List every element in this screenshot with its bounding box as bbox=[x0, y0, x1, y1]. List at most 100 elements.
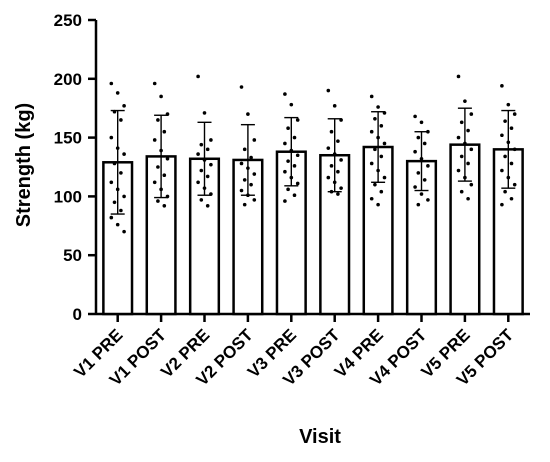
data-point bbox=[413, 114, 417, 119]
data-point bbox=[283, 141, 287, 146]
data-point bbox=[339, 158, 343, 162]
data-point bbox=[369, 161, 374, 166]
data-point bbox=[376, 105, 380, 109]
data-point bbox=[152, 138, 157, 142]
error-bars-layer bbox=[110, 107, 516, 215]
data-point bbox=[426, 198, 430, 202]
data-point bbox=[199, 198, 204, 202]
data-point bbox=[115, 187, 120, 192]
data-point bbox=[109, 81, 114, 86]
data-point bbox=[209, 138, 213, 142]
data-point bbox=[165, 112, 170, 116]
data-point bbox=[509, 196, 514, 201]
data-point bbox=[376, 168, 380, 173]
data-point bbox=[326, 175, 331, 180]
data-point bbox=[506, 175, 511, 180]
data-point bbox=[469, 147, 474, 152]
data-point bbox=[205, 204, 210, 208]
data-point bbox=[456, 168, 461, 173]
data-point bbox=[369, 129, 374, 134]
data-point bbox=[426, 129, 430, 134]
data-point bbox=[506, 102, 511, 107]
data-point bbox=[156, 165, 160, 169]
data-point bbox=[292, 193, 297, 198]
data-point bbox=[209, 192, 213, 196]
data-point bbox=[416, 135, 421, 140]
data-point bbox=[159, 148, 163, 153]
data-point bbox=[109, 215, 114, 220]
data-point bbox=[292, 164, 297, 168]
data-point bbox=[336, 192, 340, 196]
data-point bbox=[459, 120, 464, 125]
data-point bbox=[122, 104, 126, 108]
data-point bbox=[339, 118, 343, 122]
data-point bbox=[463, 141, 467, 146]
data-point bbox=[242, 178, 247, 182]
data-point bbox=[205, 147, 210, 152]
data-point bbox=[202, 186, 207, 190]
data-point bbox=[376, 135, 380, 140]
data-point bbox=[156, 199, 160, 203]
data-point bbox=[252, 198, 257, 202]
data-point bbox=[202, 158, 207, 162]
data-point bbox=[295, 153, 300, 158]
data-point bbox=[159, 187, 163, 192]
data-point bbox=[459, 189, 464, 194]
data-point bbox=[379, 154, 384, 159]
data-point bbox=[379, 189, 384, 194]
data-point bbox=[162, 173, 167, 178]
data-point bbox=[196, 180, 200, 185]
data-point bbox=[503, 189, 507, 194]
data-point bbox=[152, 81, 157, 86]
data-point bbox=[500, 84, 504, 88]
data-point bbox=[329, 129, 334, 134]
data-point bbox=[326, 146, 331, 150]
y-tick-label: 0 bbox=[73, 305, 82, 324]
data-point bbox=[199, 142, 204, 147]
data-point bbox=[109, 135, 114, 140]
data-point bbox=[115, 222, 120, 227]
data-point bbox=[379, 124, 384, 128]
data-point bbox=[196, 152, 200, 156]
data-point bbox=[456, 74, 461, 79]
data-point bbox=[249, 182, 253, 187]
data-point bbox=[119, 118, 123, 122]
data-point bbox=[382, 111, 387, 115]
data-point bbox=[286, 159, 290, 163]
y-tick-label: 200 bbox=[54, 70, 82, 89]
data-point bbox=[382, 141, 387, 146]
data-point bbox=[419, 156, 424, 161]
data-point bbox=[162, 129, 167, 134]
data-point bbox=[252, 172, 257, 176]
data-point bbox=[503, 119, 507, 123]
data-point bbox=[339, 186, 343, 190]
data-point bbox=[199, 168, 204, 173]
data-point bbox=[469, 182, 474, 187]
data-point bbox=[289, 148, 294, 153]
data-point bbox=[422, 178, 427, 182]
data-point bbox=[512, 182, 517, 187]
y-axis-title: Strength (kg) bbox=[13, 103, 35, 227]
data-point bbox=[509, 161, 514, 166]
data-point bbox=[292, 135, 297, 140]
data-point bbox=[503, 154, 507, 159]
data-point bbox=[286, 187, 290, 192]
data-point bbox=[165, 156, 170, 161]
data-point bbox=[336, 139, 340, 143]
y-tick-label: 250 bbox=[54, 11, 82, 30]
data-point bbox=[426, 164, 430, 168]
data-point bbox=[162, 204, 167, 208]
y-tick-label: 150 bbox=[54, 129, 82, 148]
data-point bbox=[283, 199, 287, 203]
data-point bbox=[119, 208, 123, 213]
data-point bbox=[466, 128, 470, 133]
data-point bbox=[369, 94, 374, 99]
data-point bbox=[512, 112, 517, 116]
data-point bbox=[246, 193, 250, 198]
data-point bbox=[419, 192, 424, 196]
data-point bbox=[373, 116, 377, 121]
data-point bbox=[246, 112, 250, 116]
data-point bbox=[115, 146, 120, 150]
data-point bbox=[500, 168, 504, 173]
data-point bbox=[419, 120, 424, 125]
